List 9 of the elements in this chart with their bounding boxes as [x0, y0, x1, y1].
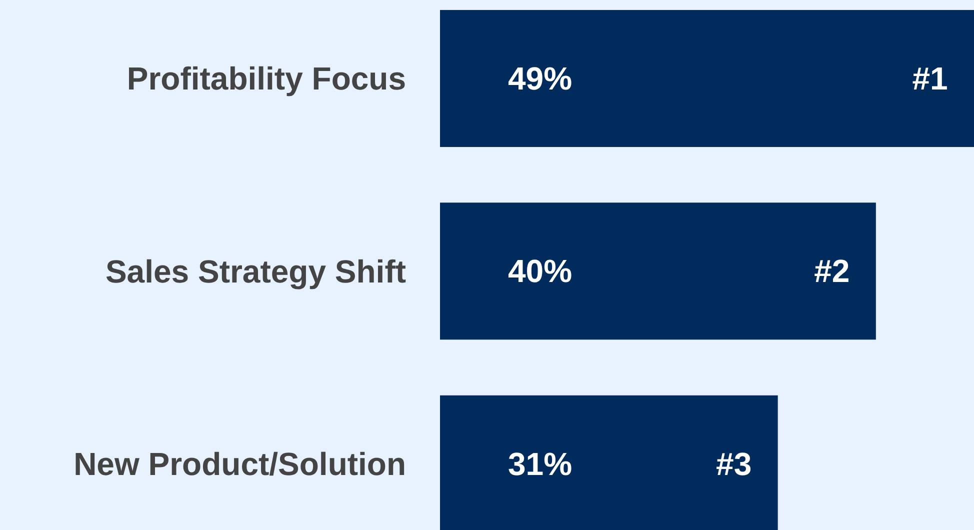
annotation: #1 — [912, 60, 948, 96]
data-label: 31% — [508, 446, 572, 482]
y-tick-label: Profitability Focus — [126, 60, 406, 97]
y-tick-label: Sales Strategy Shift — [105, 253, 406, 290]
data-label: 49% — [508, 60, 572, 96]
y-tick-label: New Product/Solution — [74, 446, 406, 482]
annotation: #3 — [716, 446, 752, 482]
annotation: #2 — [814, 253, 850, 290]
data-label: 40% — [508, 253, 572, 290]
